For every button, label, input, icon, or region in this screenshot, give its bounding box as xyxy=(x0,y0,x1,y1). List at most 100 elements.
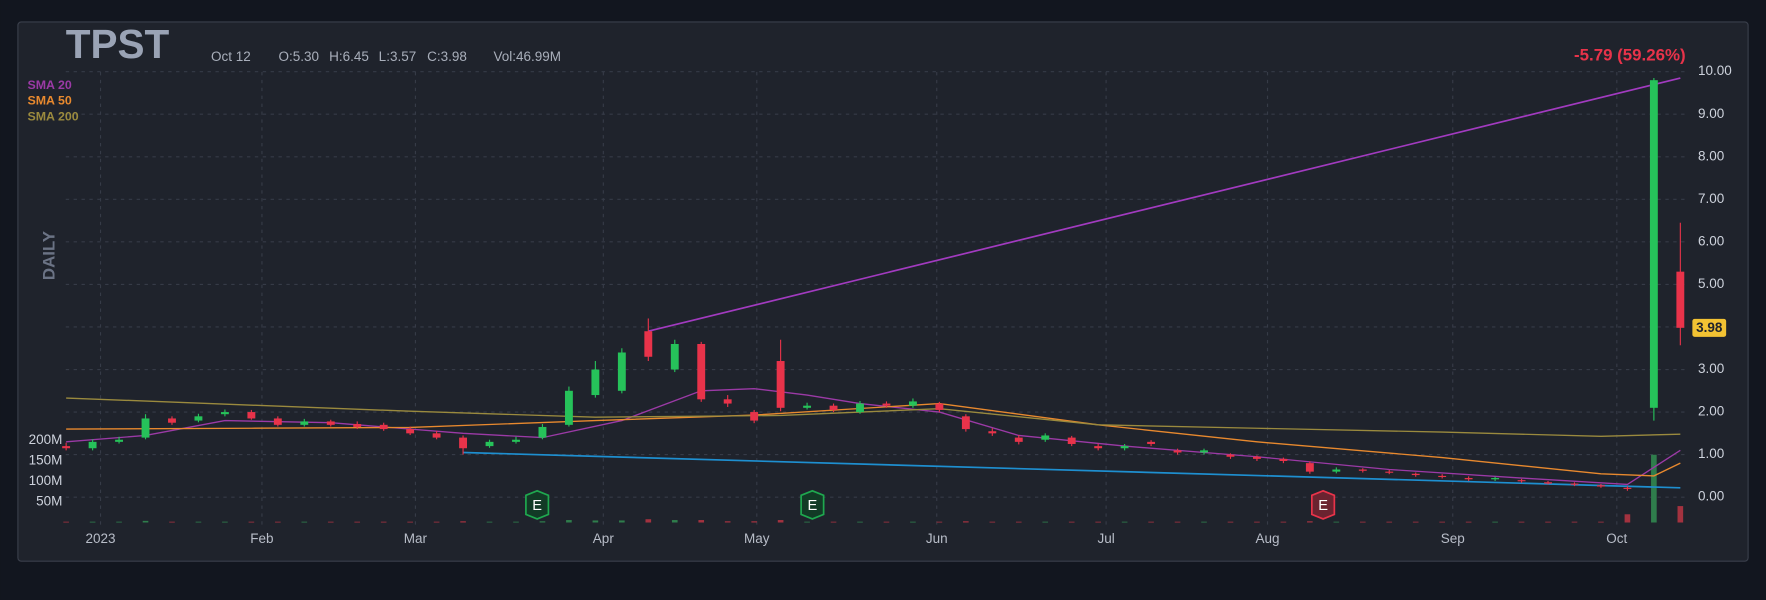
x-tick-label: Sep xyxy=(1441,531,1465,546)
x-tick-label: Jun xyxy=(926,531,948,546)
candle-body xyxy=(935,403,944,410)
volume-bar xyxy=(1068,521,1075,523)
volume-bar xyxy=(619,520,625,523)
panel xyxy=(17,21,1749,562)
volume-bar xyxy=(1333,521,1340,523)
volume-bar xyxy=(539,521,546,523)
volume-bar xyxy=(354,521,361,523)
change-label: -5.79 (59.26%) xyxy=(1574,46,1686,65)
candle-body xyxy=(115,439,123,442)
y-tick-label: 1.00 xyxy=(1698,446,1724,461)
candle-body xyxy=(697,343,706,400)
volume-bar xyxy=(433,521,440,523)
volume-bar xyxy=(1121,521,1128,523)
volume-bar xyxy=(1015,521,1022,523)
volume-bar xyxy=(142,520,149,523)
y-tick-label: 9.00 xyxy=(1698,106,1724,121)
volume-bar xyxy=(1280,521,1287,523)
volume-bar xyxy=(1465,521,1472,523)
y-tick-label: 8.00 xyxy=(1698,148,1724,163)
volume-bar xyxy=(1174,521,1181,523)
header-close: C:3.98 xyxy=(427,49,467,64)
volume-tick-label: 100M xyxy=(29,473,63,488)
volume-bar xyxy=(1518,521,1525,523)
volume-bar xyxy=(380,521,387,523)
candle-body xyxy=(432,433,441,438)
volume-bar xyxy=(89,521,96,523)
volume-bar xyxy=(1254,521,1260,523)
candle-body xyxy=(220,412,229,415)
legend-entry: SMA 200 xyxy=(27,109,78,123)
candle-body xyxy=(961,416,970,430)
candle-body xyxy=(856,403,864,413)
volume-bar xyxy=(777,520,784,523)
last-price-box xyxy=(1692,318,1727,337)
event-marker xyxy=(1310,489,1336,520)
candle-body xyxy=(882,403,891,406)
candle-body xyxy=(1491,478,1500,480)
y-tick-label: 5.00 xyxy=(1698,276,1724,291)
volume-bar xyxy=(513,521,519,523)
candle-body xyxy=(1544,482,1552,484)
volume-bar xyxy=(460,521,466,523)
volume-bar xyxy=(883,521,890,523)
volume-bar xyxy=(1227,521,1234,523)
candle-body xyxy=(1305,463,1314,472)
candle-body xyxy=(644,331,653,357)
candle-body xyxy=(459,437,468,449)
candle-body xyxy=(1014,437,1023,442)
volume-tick-label: 200M xyxy=(29,432,63,447)
volume-bar xyxy=(830,521,837,523)
volume-bar xyxy=(1201,521,1207,523)
header-high: H:6.45 xyxy=(329,49,369,64)
volume-bar xyxy=(1545,521,1551,523)
header-low: L:3.57 xyxy=(379,49,417,64)
y-tick-label: 6.00 xyxy=(1698,233,1724,248)
candle-body xyxy=(1385,471,1394,473)
volume-bar xyxy=(1624,514,1631,523)
volume-bar xyxy=(566,520,572,523)
volume-tick-label: 150M xyxy=(29,452,63,467)
candle-body xyxy=(1649,80,1658,408)
y-tick-label: 0.00 xyxy=(1698,489,1724,504)
volume-bar xyxy=(1307,521,1313,523)
y-tick-label: 3.00 xyxy=(1698,361,1724,376)
volume-bar xyxy=(1148,521,1154,523)
x-tick-label: 2023 xyxy=(86,531,116,546)
volume-bar xyxy=(1651,454,1657,523)
volume-bar xyxy=(857,521,863,523)
candle-body xyxy=(1226,454,1235,457)
candle-body xyxy=(1094,446,1103,449)
volume-bar xyxy=(1439,521,1445,523)
candle-body xyxy=(988,431,997,434)
trend-line xyxy=(648,77,1681,333)
x-tick-label: Aug xyxy=(1256,531,1280,546)
volume-bar xyxy=(963,521,969,523)
volume-bar xyxy=(275,521,281,523)
timeframe: DAILY xyxy=(39,231,58,280)
event-label: E xyxy=(807,498,817,514)
volume-bar xyxy=(1598,521,1604,523)
event-label: E xyxy=(532,498,542,514)
volume-bar xyxy=(936,521,943,523)
volume-bar xyxy=(1571,521,1578,523)
volume-bar xyxy=(248,521,255,523)
candle-body xyxy=(750,412,759,421)
y-tick-label: 10.00 xyxy=(1698,63,1732,78)
candle-body xyxy=(512,439,520,442)
candle-body xyxy=(829,405,838,410)
candle-body xyxy=(1279,458,1288,462)
candle-body xyxy=(723,399,732,404)
header-date: Oct 12 xyxy=(211,49,251,64)
volume-bar xyxy=(1492,521,1498,523)
candle-body xyxy=(485,441,494,447)
candle-body xyxy=(1200,450,1208,453)
candle-body xyxy=(168,418,176,423)
volume-bar xyxy=(671,520,678,523)
x-tick-label: Oct xyxy=(1606,531,1627,546)
ticker: TPST xyxy=(66,21,170,67)
x-tick-label: May xyxy=(744,531,770,546)
volume-bar xyxy=(222,521,228,523)
candle-body xyxy=(1438,475,1447,478)
